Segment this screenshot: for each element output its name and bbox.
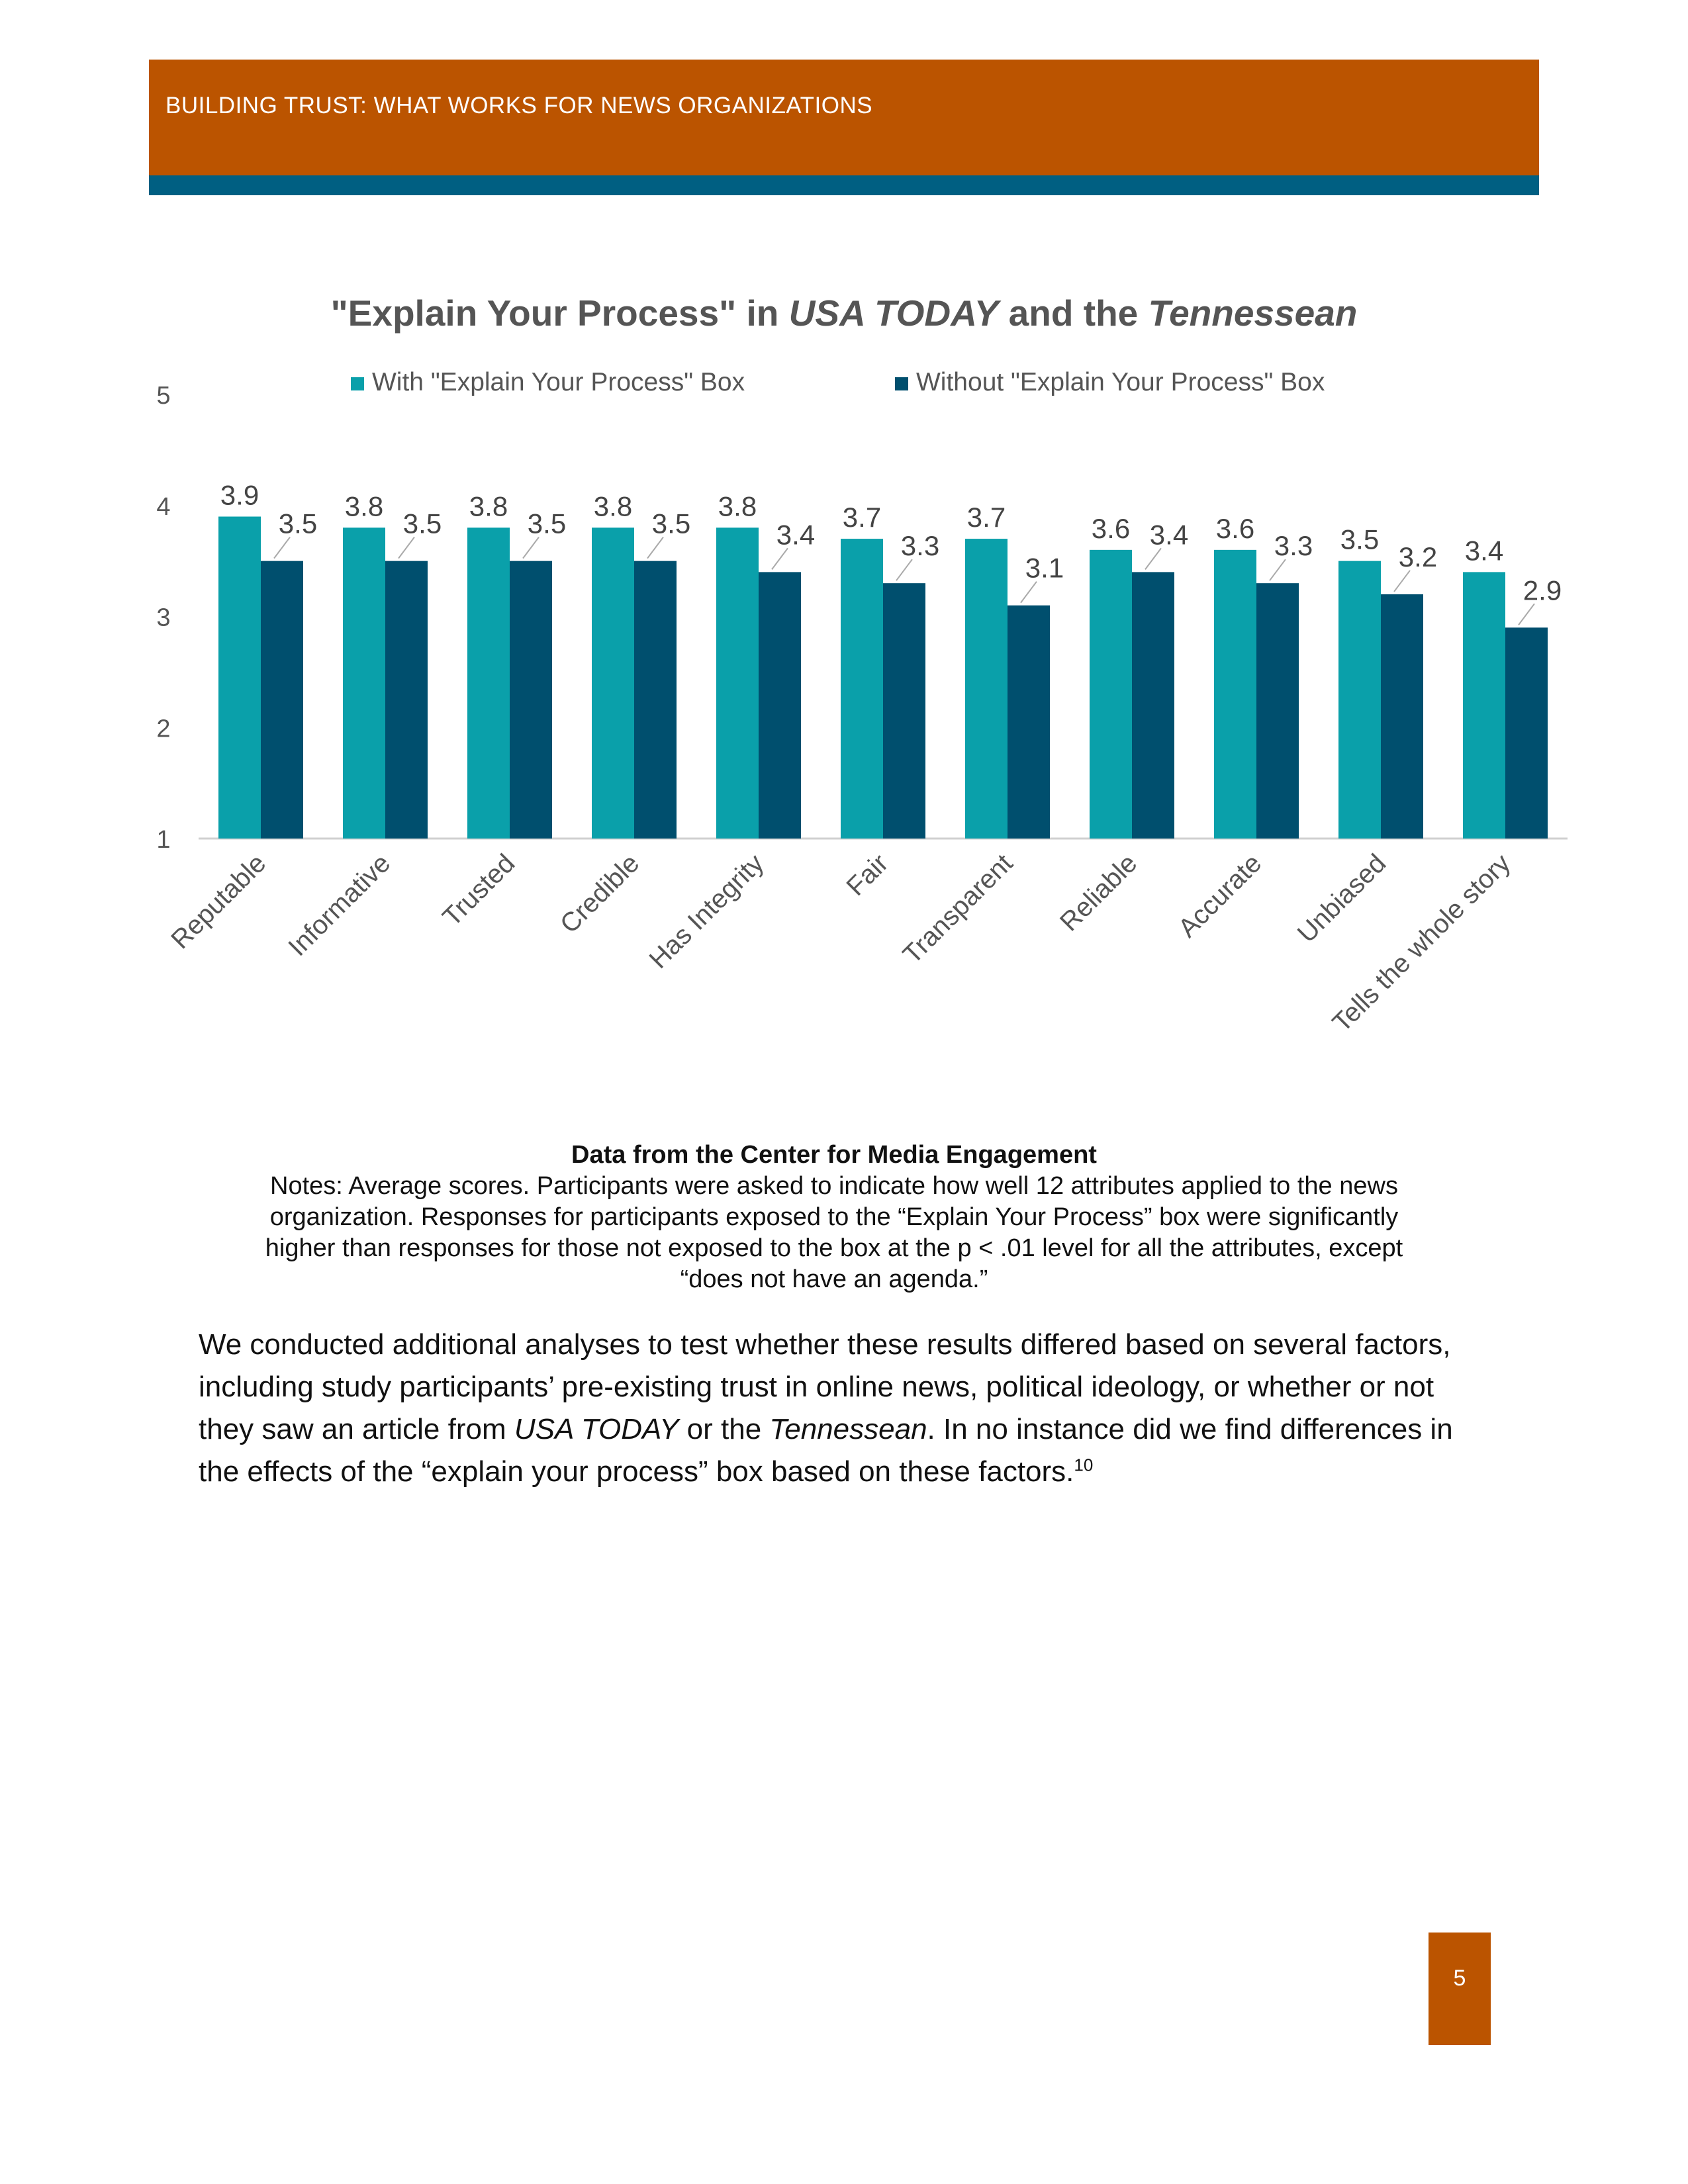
x-tick-label: Credible bbox=[555, 848, 645, 938]
data-label: 3.2 bbox=[1399, 541, 1437, 572]
data-label: 3.4 bbox=[1150, 519, 1188, 550]
y-tick-label: 5 bbox=[156, 382, 170, 410]
body-text-part: or the bbox=[679, 1413, 770, 1445]
data-label-leader bbox=[398, 537, 415, 559]
bar bbox=[1256, 583, 1299, 839]
bar bbox=[965, 539, 1008, 839]
data-label-leader bbox=[771, 547, 788, 570]
data-label-leader bbox=[1518, 603, 1535, 625]
data-label: 3.8 bbox=[345, 490, 383, 522]
bar bbox=[343, 527, 385, 839]
bar bbox=[218, 516, 261, 839]
bar bbox=[385, 561, 428, 839]
data-label-leader bbox=[273, 537, 291, 559]
data-label: 3.4 bbox=[1465, 535, 1503, 566]
bar bbox=[261, 561, 303, 839]
data-label: 3.9 bbox=[220, 480, 259, 511]
bar bbox=[510, 561, 552, 839]
x-tick-label: Fair bbox=[841, 848, 894, 901]
data-label-leader bbox=[1020, 581, 1037, 604]
header-title: BUILDING TRUST: WHAT WORKS FOR NEWS ORGA… bbox=[165, 93, 873, 118]
data-label: 3.5 bbox=[279, 508, 317, 539]
bar-chart: "Explain Your Process" in USA TODAY and … bbox=[156, 293, 1568, 1038]
data-label: 3.5 bbox=[403, 508, 442, 539]
bar bbox=[841, 539, 883, 839]
page-number: 5 bbox=[1453, 1966, 1466, 1991]
bar bbox=[716, 527, 759, 839]
bar bbox=[592, 527, 634, 839]
data-label-leader bbox=[896, 559, 913, 581]
x-tick-label: Reputable bbox=[165, 848, 271, 954]
bar bbox=[1381, 594, 1423, 839]
data-label-leader bbox=[647, 537, 664, 559]
data-label: 3.4 bbox=[776, 519, 815, 550]
body-text-part: We conducted additional analyses to test… bbox=[199, 1328, 1451, 1445]
bar bbox=[634, 561, 677, 839]
data-label: 3.1 bbox=[1025, 553, 1064, 584]
bar bbox=[1214, 549, 1256, 839]
chart-title-part: Tennessean bbox=[1149, 293, 1358, 334]
legend-label: Without "Explain Your Process" Box bbox=[916, 368, 1325, 396]
data-label: 3.5 bbox=[528, 508, 566, 539]
x-tick-label: Has Integrity bbox=[643, 848, 769, 974]
y-tick-label: 1 bbox=[156, 826, 170, 854]
chart-notes: Data from the Center for Media Engagemen… bbox=[199, 1140, 1470, 1295]
data-label: 3.3 bbox=[901, 530, 939, 561]
chart-title: "Explain Your Process" in USA TODAY and … bbox=[331, 293, 1358, 334]
notes-line: organization. Responses for participants… bbox=[269, 1203, 1399, 1231]
data-label: 3.8 bbox=[718, 490, 757, 522]
data-label: 2.9 bbox=[1523, 574, 1562, 606]
data-label: 3.8 bbox=[594, 490, 632, 522]
data-label: 3.7 bbox=[843, 502, 881, 533]
chart-title-part: "Explain Your Process" in bbox=[331, 293, 789, 334]
chart-title-part: and the bbox=[998, 293, 1148, 334]
y-tick-label: 3 bbox=[156, 604, 170, 632]
body-paragraph: We conducted additional analyses to test… bbox=[199, 1324, 1496, 1493]
data-label-leader bbox=[1145, 547, 1162, 570]
body-text-part: . In no instance did we find differences… bbox=[199, 1413, 1453, 1488]
notes-line: higher than responses for those not expo… bbox=[265, 1234, 1403, 1262]
data-label: 3.3 bbox=[1274, 530, 1313, 561]
data-label-leader bbox=[1269, 559, 1286, 581]
header-stripe bbox=[149, 175, 1539, 195]
x-tick-label: Informative bbox=[283, 848, 396, 962]
legend-swatch bbox=[351, 377, 364, 390]
x-tick-label: Accurate bbox=[1173, 848, 1268, 943]
chart-source: Data from the Center for Media Engagemen… bbox=[571, 1141, 1097, 1169]
bar bbox=[1090, 549, 1132, 839]
footnote-marker: 10 bbox=[1074, 1455, 1094, 1475]
bar bbox=[759, 572, 801, 839]
bar bbox=[1463, 572, 1505, 839]
y-tick-label: 2 bbox=[156, 715, 170, 743]
data-label: 3.8 bbox=[469, 490, 508, 522]
header-band bbox=[149, 60, 1539, 175]
chart-title-part: USA TODAY bbox=[789, 293, 1002, 334]
legend-label: With "Explain Your Process" Box bbox=[372, 368, 745, 396]
data-label-leader bbox=[522, 537, 539, 559]
notes-line: “does not have an agenda.” bbox=[680, 1265, 988, 1293]
x-tick-label: Transparent bbox=[898, 848, 1019, 970]
y-tick-label: 4 bbox=[156, 493, 170, 521]
bar bbox=[1505, 627, 1548, 839]
data-label: 3.5 bbox=[652, 508, 690, 539]
page-number-box: 5 bbox=[1429, 1933, 1491, 2045]
data-label-leader bbox=[1393, 570, 1411, 592]
bar bbox=[1008, 605, 1050, 839]
data-label: 3.5 bbox=[1340, 524, 1379, 555]
data-label: 3.6 bbox=[1216, 513, 1254, 544]
bar bbox=[883, 583, 925, 839]
x-tick-label: Unbiased bbox=[1292, 848, 1392, 948]
legend-swatch bbox=[895, 377, 908, 390]
notes-line: Notes: Average scores. Participants were… bbox=[270, 1172, 1398, 1200]
bar bbox=[1132, 572, 1174, 839]
data-label: 3.6 bbox=[1092, 513, 1130, 544]
body-text-italic: USA TODAY bbox=[514, 1413, 679, 1445]
bar bbox=[1338, 561, 1381, 839]
data-label: 3.7 bbox=[967, 502, 1006, 533]
bar bbox=[467, 527, 510, 839]
x-tick-label: Reliable bbox=[1055, 848, 1143, 936]
x-tick-label: Trusted bbox=[437, 848, 520, 932]
body-text-italic: Tennessean bbox=[769, 1413, 927, 1445]
